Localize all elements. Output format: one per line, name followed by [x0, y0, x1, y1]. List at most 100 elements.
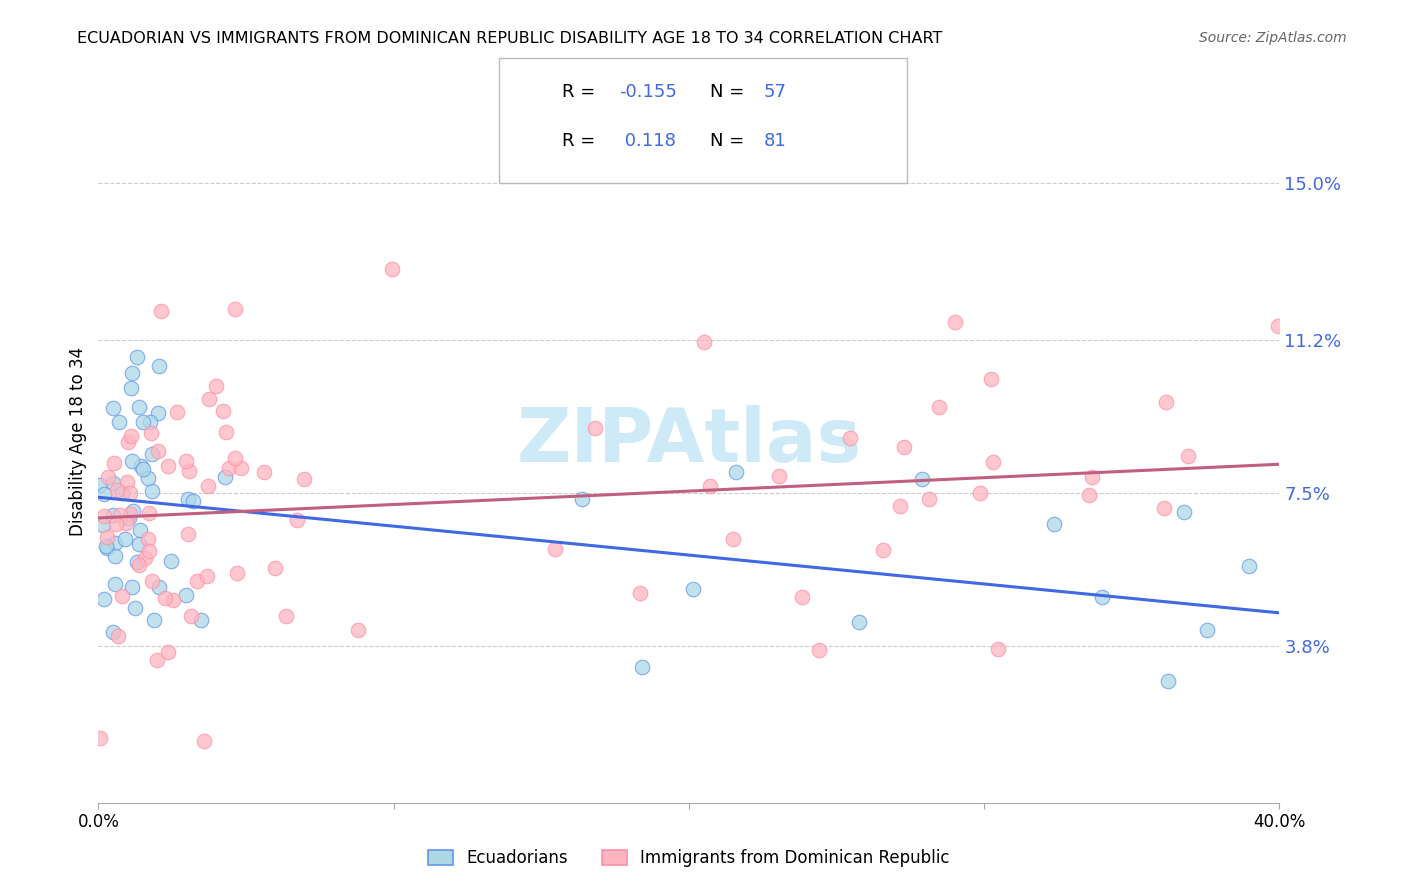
Point: [1091, 591, 1114, 605]
Point: [121, 454, 143, 468]
Point: [93, 509, 115, 524]
Point: [160, 554, 183, 568]
Text: R =: R =: [562, 132, 602, 150]
Point: [120, 429, 142, 443]
Point: [115, 516, 138, 530]
Point: [115, 475, 138, 489]
Point: [148, 580, 170, 594]
Point: [117, 434, 139, 449]
Point: [911, 472, 934, 486]
FancyBboxPatch shape: [520, 120, 551, 162]
Point: [768, 468, 790, 483]
Text: N =: N =: [710, 132, 749, 150]
Point: [174, 589, 197, 603]
Point: [141, 426, 163, 441]
Point: [141, 484, 163, 499]
Point: [1042, 516, 1064, 531]
Point: [111, 486, 134, 500]
Point: [193, 734, 215, 748]
Point: [872, 542, 894, 557]
Point: [118, 510, 141, 524]
Text: N =: N =: [710, 83, 749, 101]
Point: [141, 574, 163, 588]
Point: [157, 458, 180, 473]
Point: [122, 504, 145, 518]
Point: [104, 535, 127, 549]
Point: [1267, 318, 1289, 333]
Point: [981, 455, 1004, 469]
Text: -0.155: -0.155: [619, 83, 676, 101]
Point: [264, 561, 287, 575]
Point: [89, 731, 111, 745]
Point: [114, 532, 136, 546]
Point: [214, 470, 236, 484]
Point: [808, 642, 831, 657]
Point: [89, 477, 111, 491]
Point: [166, 405, 188, 419]
Point: [177, 492, 200, 507]
Point: [148, 406, 170, 420]
Point: [177, 526, 200, 541]
Point: [104, 549, 127, 564]
Point: [699, 479, 721, 493]
Point: [138, 543, 160, 558]
Point: [128, 401, 150, 415]
Text: 0.118: 0.118: [619, 132, 675, 150]
Point: [848, 615, 870, 629]
Point: [179, 465, 201, 479]
Point: [125, 350, 148, 364]
Point: [583, 421, 606, 435]
Point: [987, 642, 1010, 657]
Point: [253, 465, 276, 479]
Point: [128, 537, 150, 551]
Point: [105, 483, 128, 497]
Point: [692, 334, 714, 349]
Point: [725, 466, 748, 480]
Point: [132, 462, 155, 476]
Point: [93, 592, 115, 607]
Point: [94, 539, 117, 553]
FancyBboxPatch shape: [520, 70, 551, 113]
Point: [129, 458, 152, 473]
Point: [1078, 487, 1101, 501]
Point: [1237, 559, 1260, 574]
Point: [893, 440, 915, 454]
Point: [141, 447, 163, 461]
Point: [93, 518, 115, 533]
Point: [229, 461, 252, 475]
Point: [969, 485, 991, 500]
Point: [1195, 623, 1218, 637]
Point: [138, 506, 160, 520]
Point: [145, 653, 167, 667]
Point: [121, 580, 143, 594]
Point: [104, 577, 127, 591]
Point: [190, 613, 212, 627]
Point: [285, 513, 308, 527]
Point: [128, 558, 150, 572]
Point: [571, 492, 593, 507]
Point: [156, 645, 179, 659]
Point: [979, 372, 1001, 386]
Point: [943, 315, 966, 329]
Point: [104, 516, 127, 531]
Point: [107, 629, 129, 643]
Point: [134, 550, 156, 565]
Point: [630, 659, 652, 673]
Point: [103, 476, 125, 491]
Point: [197, 478, 219, 492]
Point: [103, 456, 125, 470]
Point: [129, 523, 152, 537]
Point: [162, 593, 184, 607]
Text: 81: 81: [763, 132, 786, 150]
Point: [124, 601, 146, 615]
Point: [136, 533, 159, 547]
Point: [93, 487, 115, 501]
Point: [1177, 449, 1199, 463]
Point: [204, 379, 226, 393]
Point: [96, 541, 118, 556]
Point: [101, 624, 124, 639]
Point: [181, 494, 204, 508]
Point: [180, 609, 202, 624]
Point: [224, 301, 246, 316]
Point: [139, 415, 162, 429]
